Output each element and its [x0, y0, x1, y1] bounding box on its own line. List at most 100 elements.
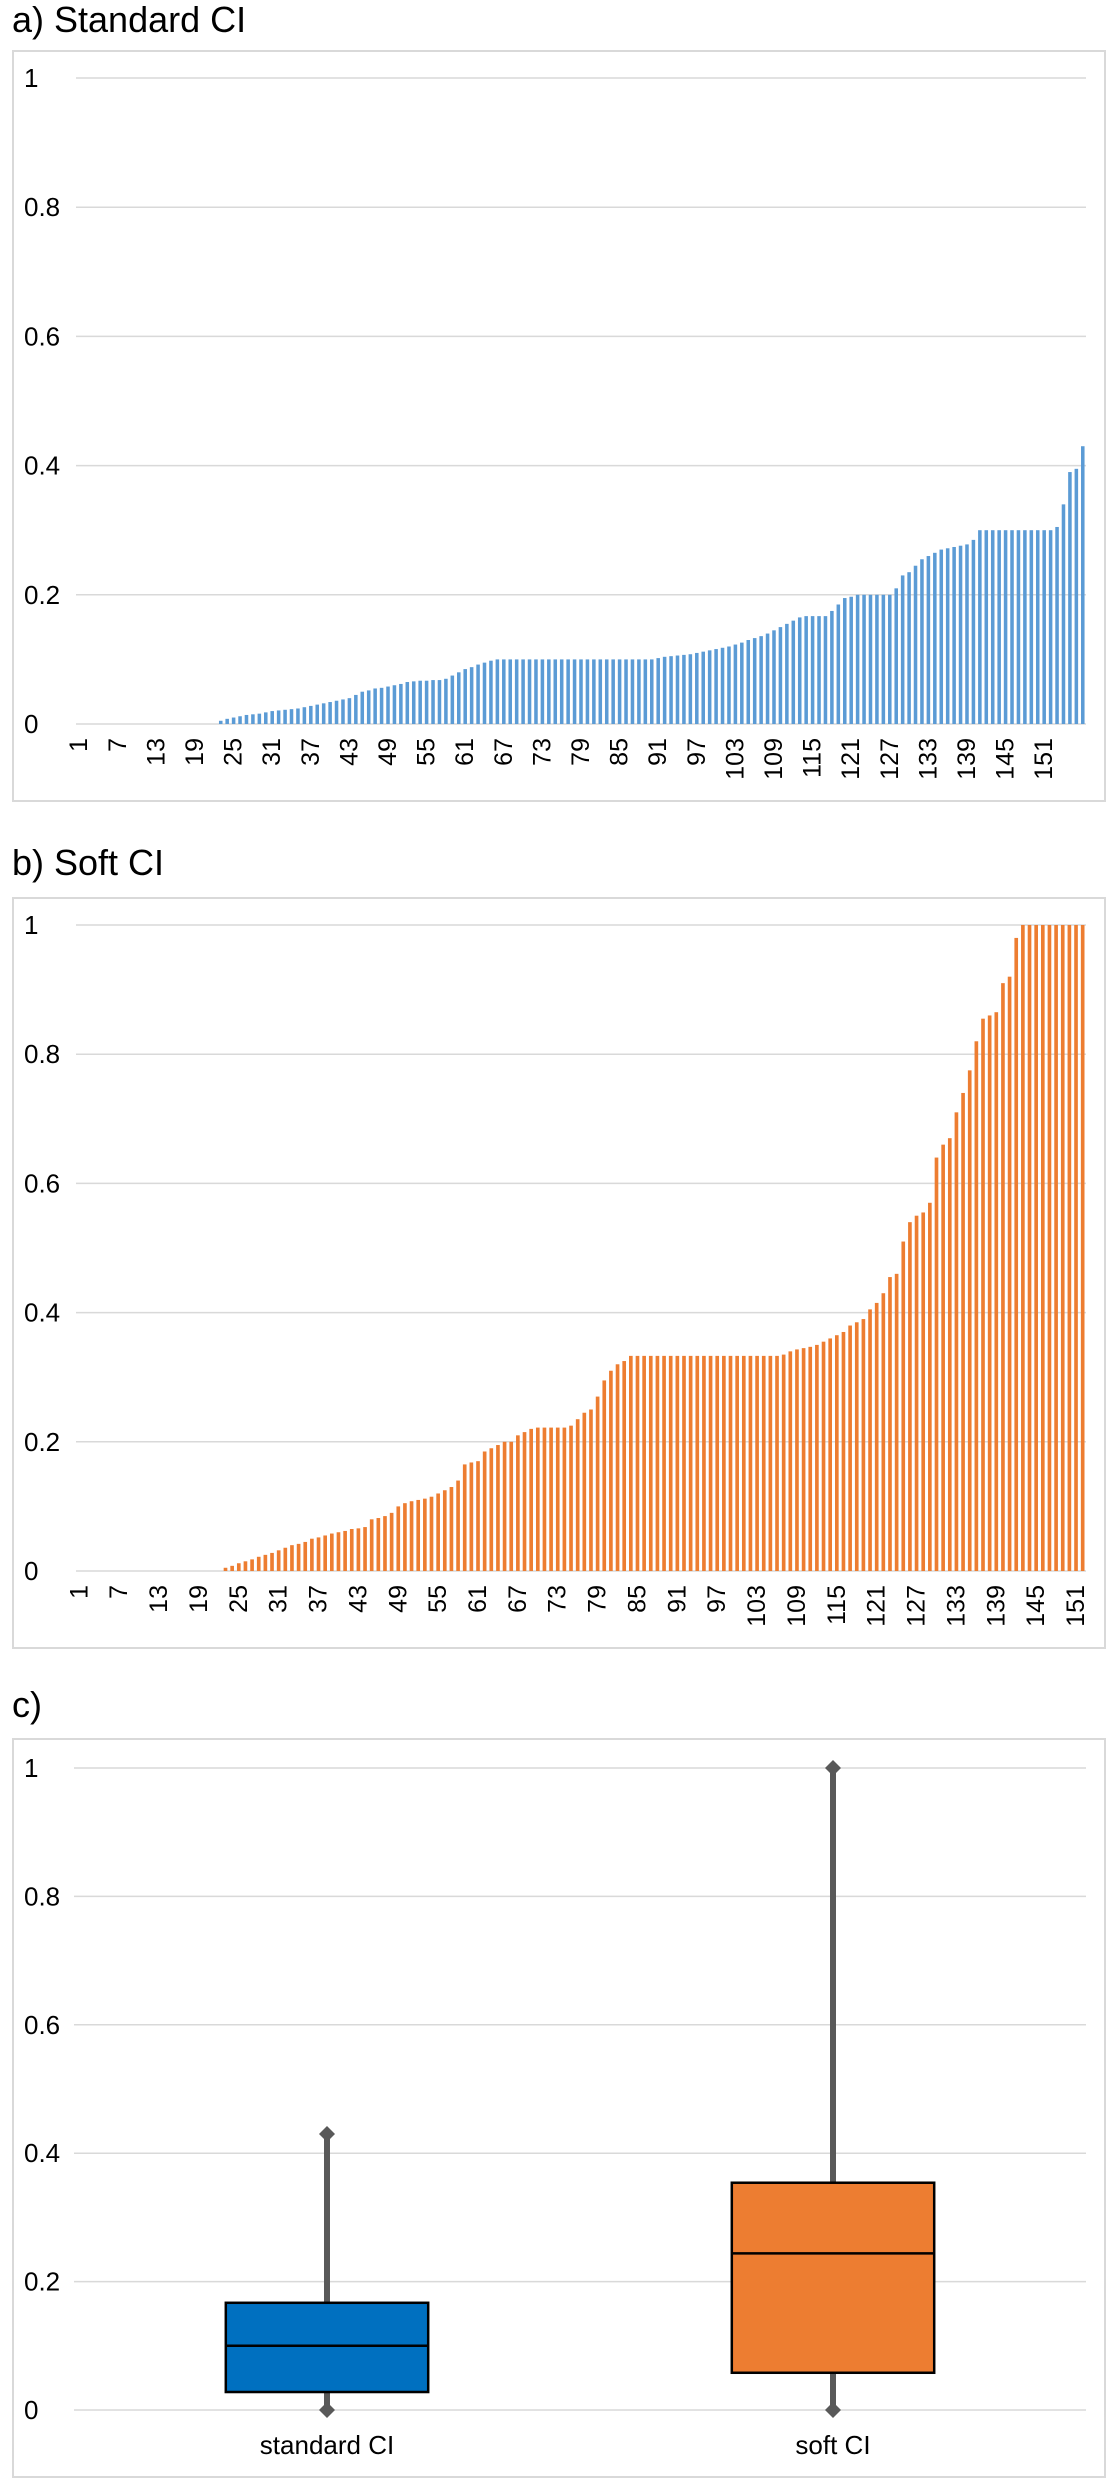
- standard-ci-x-tick-label: 145: [992, 738, 1020, 780]
- standard-ci-bar: [218, 720, 223, 724]
- soft-ci-bar: [788, 1351, 793, 1571]
- standard-ci-bar: [862, 594, 866, 724]
- standard-ci-bar: [495, 659, 500, 724]
- ci-box-plot: 0 0.2 0.4 0.6 0.8 1 standard CI soft CI: [24, 1753, 1086, 2460]
- soft-ci-bar: [602, 1380, 607, 1571]
- panel-b-title: b) Soft CI: [12, 842, 165, 883]
- soft-ci-x-tick-label: 85: [623, 1585, 651, 1613]
- standard-ci-bar: [688, 654, 693, 724]
- soft-ci-bar: [383, 1516, 387, 1571]
- box-whisker-cap: [319, 2402, 335, 2418]
- soft-ci-bar: [954, 1112, 959, 1571]
- standard-ci-x-tick-label: 133: [914, 738, 942, 780]
- soft-ci-x-tick-label: 37: [305, 1585, 333, 1613]
- standard-ci-x-tick-label: 85: [606, 738, 634, 766]
- standard-ci-bar: [836, 604, 841, 724]
- standard-ci-bar: [900, 575, 905, 724]
- soft-ci-bar: [476, 1461, 480, 1571]
- standard-ci-bar: [855, 594, 860, 724]
- soft-ci-bar: [1027, 925, 1032, 1571]
- soft-ci-bar: [429, 1496, 434, 1571]
- soft-ci-bar: [409, 1501, 414, 1571]
- standard-ci-x-tick-label: 127: [876, 738, 904, 780]
- soft-ci-bar: [1047, 925, 1052, 1571]
- soft-ci-bar-chart: 00.20.40.60.811 7 13 19 25 31 37 43 49 55 61 67 73 79…: [24, 910, 1090, 1627]
- soft-ci-bar: [768, 1355, 773, 1571]
- soft-ci-bar: [808, 1346, 813, 1571]
- soft-ci-bar: [555, 1427, 560, 1571]
- standard-ci-bar: [238, 716, 242, 724]
- soft-ci-bar: [947, 1138, 952, 1571]
- standard-ci-bar: [778, 627, 783, 724]
- standard-ci-bar: [321, 703, 326, 724]
- standard-ci-bar: [572, 659, 577, 724]
- standard-ci-bar: [945, 548, 950, 724]
- soft-ci-x-tick-label: 61: [464, 1585, 492, 1613]
- soft-ci-bar: [509, 1441, 514, 1571]
- soft-ci-x-tick-label: 145: [1022, 1585, 1050, 1627]
- soft-ci-bar: [881, 1293, 886, 1571]
- standard-ci-x-tick-label: 121: [837, 738, 865, 780]
- soft-ci-x-tick-label: 73: [544, 1585, 572, 1613]
- standard-ci-bar: [1016, 530, 1021, 724]
- standard-ci-bar: [714, 649, 718, 724]
- soft-ci-bar: [356, 1528, 361, 1571]
- standard-ci-bar: [309, 705, 313, 724]
- standard-ci-bar: [251, 714, 255, 724]
- soft-ci-bar: [303, 1541, 308, 1571]
- standard-ci-bar: [791, 620, 796, 724]
- soft-ci-x-tick-label: 31: [265, 1585, 293, 1613]
- soft-ci-bar: [462, 1464, 467, 1571]
- standard-ci-bar: [733, 644, 738, 724]
- standard-ci-bar: [617, 659, 622, 724]
- standard-ci-bar: [257, 713, 262, 724]
- soft-ci-bar: [276, 1550, 281, 1571]
- standard-ci-bar: [521, 659, 525, 724]
- standard-ci-bar: [270, 711, 274, 724]
- standard-ci-bar: [579, 659, 583, 724]
- standard-ci-x-tick-label: 49: [374, 738, 402, 766]
- panel-c-frame: 0 0.2 0.4 0.6 0.8 1 standard CI soft CI: [12, 1738, 1106, 2478]
- soft-ci-bar: [702, 1355, 706, 1571]
- box-y-tick-label: 0.6: [24, 2010, 60, 2040]
- standard-ci-bar: [302, 707, 307, 724]
- soft-ci-bar: [894, 1273, 899, 1571]
- soft-ci-bar: [389, 1512, 394, 1571]
- soft-ci-bar: [921, 1212, 926, 1571]
- standard-ci-bar: [283, 709, 287, 724]
- soft-ci-bar: [861, 1319, 866, 1571]
- soft-ci-bar: [482, 1451, 487, 1571]
- standard-ci-x-tick-label: 7: [104, 738, 132, 752]
- soft-ci-bar: [761, 1355, 766, 1571]
- standard-ci-x-tick-label: 1: [65, 738, 93, 752]
- standard-ci-bar: [328, 702, 332, 724]
- standard-ci-bar: [669, 656, 673, 724]
- standard-ci-bar: [379, 687, 384, 724]
- standard-ci-bar: [958, 545, 963, 724]
- box-whisker-cap: [825, 1760, 841, 1776]
- soft-ci-bar: [682, 1355, 686, 1571]
- soft-ci-x-tick-label: 43: [344, 1585, 372, 1613]
- soft-ci-bar: [1040, 925, 1045, 1571]
- standard-ci-bar: [559, 659, 564, 724]
- soft-ci-bar: [595, 1396, 600, 1571]
- soft-ci-bar: [1054, 925, 1058, 1571]
- standard-ci-bar: [682, 654, 686, 724]
- soft-ci-x-tick-label: 109: [783, 1585, 811, 1627]
- soft-ci-bar: [290, 1545, 294, 1571]
- soft-ci-bar: [888, 1277, 892, 1571]
- soft-ci-y-tick-label: 0.4: [24, 1298, 60, 1328]
- soft-ci-bar: [263, 1554, 268, 1571]
- soft-ci-bar: [1014, 937, 1019, 1571]
- standard-ci-bar: [1023, 530, 1027, 724]
- soft-ci-bar: [529, 1428, 533, 1571]
- soft-ci-bar: [589, 1409, 593, 1571]
- soft-ci-bar: [967, 1070, 972, 1571]
- soft-ci-bar: [688, 1355, 693, 1571]
- standard-ci-x-tick-label: 67: [490, 738, 518, 766]
- standard-ci-x-tick-label: 139: [953, 738, 981, 780]
- standard-ci-bar: [437, 680, 442, 724]
- standard-ci-bar: [514, 659, 519, 724]
- soft-ci-bar: [755, 1355, 759, 1571]
- soft-ci-bar: [1080, 925, 1085, 1571]
